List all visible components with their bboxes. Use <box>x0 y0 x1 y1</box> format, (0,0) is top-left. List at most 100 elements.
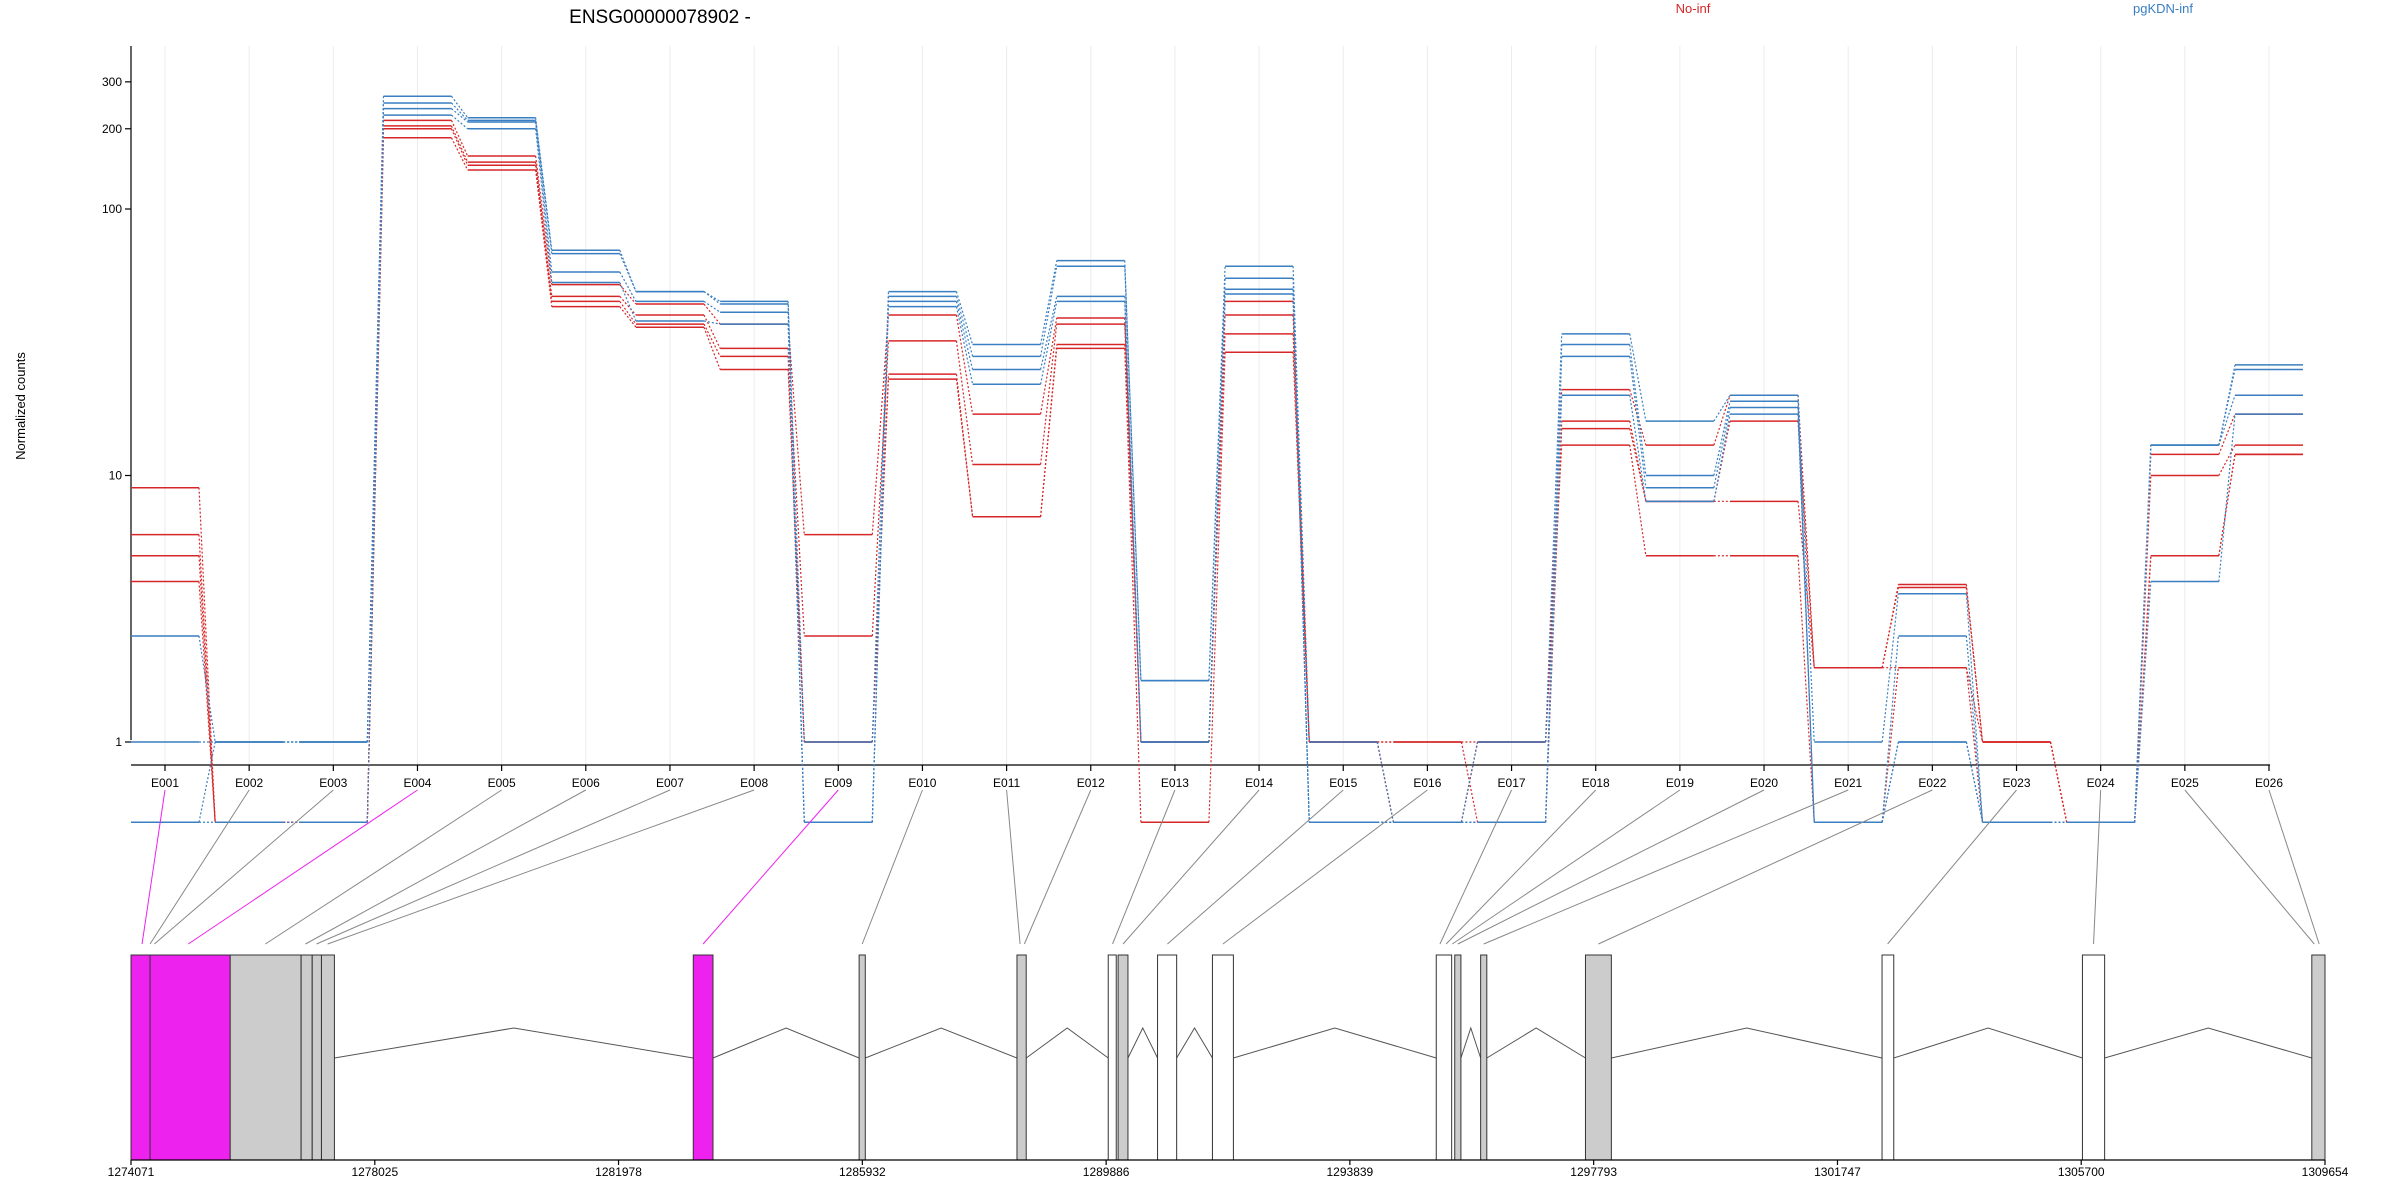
series-connector <box>366 108 385 743</box>
series-connector <box>2218 444 2236 476</box>
x-tick-label: E024 <box>2087 776 2115 790</box>
exon-box <box>1016 954 1027 1161</box>
x-tick-label: E004 <box>403 776 431 790</box>
exon-box <box>1480 954 1488 1161</box>
series-connector <box>871 315 890 535</box>
exon-box <box>300 954 313 1161</box>
y-tick-label: 300 <box>102 75 122 89</box>
bin-connector-line <box>1023 789 1092 945</box>
series-connector <box>198 581 216 823</box>
bin-connector-line <box>305 789 587 945</box>
series-connector <box>703 314 721 349</box>
x-tick-label: E020 <box>1750 776 1778 790</box>
y-tick-label: 1 <box>115 735 122 749</box>
bin-connector-line <box>1483 789 1849 945</box>
bin-connector-line <box>1112 789 1176 945</box>
exon-box <box>149 954 231 1161</box>
intron-line <box>2104 1027 2312 1059</box>
x-tick-label: E012 <box>1077 776 1105 790</box>
series-connector <box>703 320 721 325</box>
series-connector <box>1544 333 1563 743</box>
genome-tick-label: 1301747 <box>1814 1165 1861 1179</box>
exon-box <box>2081 954 2106 1161</box>
series-connector <box>1881 587 1899 668</box>
series-connector <box>1965 741 1984 823</box>
series-connector <box>1544 395 1563 823</box>
series-connector <box>619 253 637 292</box>
series-connector <box>450 128 469 166</box>
grid-layer <box>164 46 2270 765</box>
series-connector <box>619 271 637 302</box>
x-tick-label: E019 <box>1666 776 1694 790</box>
series-connector <box>198 741 216 823</box>
exon-box <box>1454 954 1462 1161</box>
bin-connector-line <box>1457 789 1765 945</box>
bin-connector-line <box>1452 789 1681 945</box>
series-connector <box>1713 407 1731 488</box>
series-connector <box>1629 428 1647 502</box>
genome-tick-label: 1297793 <box>1570 1165 1617 1179</box>
series-connector <box>787 348 805 636</box>
axes-layer: 1 10 100 200 300 E001 E002 E003 E004 E005 E006 E007… <box>102 46 2283 790</box>
series-connector <box>535 155 553 285</box>
series-connector <box>1797 501 1815 668</box>
series-connector <box>787 324 805 535</box>
intron-line <box>1025 1027 1109 1059</box>
exon-box <box>229 954 302 1161</box>
exon-box <box>311 954 322 1161</box>
x-tick-label: E003 <box>319 776 347 790</box>
series-connector <box>619 295 637 316</box>
x-tick-label: E025 <box>2171 776 2199 790</box>
intron-line <box>1176 1027 1213 1059</box>
x-tick-label: E014 <box>1245 776 1273 790</box>
series-connector <box>1797 414 1815 823</box>
x-tick-label: E001 <box>151 776 179 790</box>
y-tick-label: 200 <box>102 122 122 136</box>
series-connector <box>1797 395 1815 743</box>
exon-box <box>1435 954 1453 1161</box>
connector-layer <box>141 789 2320 945</box>
series-connector <box>450 120 469 157</box>
series-connector <box>871 306 890 823</box>
series-connector <box>1292 266 1310 743</box>
bin-connector-line <box>1167 789 1344 945</box>
series-connector <box>366 102 385 743</box>
series-connector <box>619 282 637 322</box>
genome-tick-label: 1305700 <box>2058 1165 2105 1179</box>
intron-line <box>865 1027 1018 1059</box>
series-connector <box>1713 401 1731 476</box>
series-connector <box>1208 293 1226 743</box>
bin-connector-line <box>1445 789 1597 945</box>
series-connector <box>703 303 721 325</box>
series-connector <box>1965 667 1984 743</box>
series-connector <box>1629 395 1647 502</box>
bin-connector-line <box>1006 789 1021 945</box>
series-connector <box>1965 587 1984 743</box>
genome-tick-label: 1285932 <box>839 1165 886 1179</box>
genome-tick-label: 1309654 <box>2302 1165 2349 1179</box>
series-connector <box>619 301 637 325</box>
series-connector <box>703 291 721 305</box>
exon-box <box>692 954 714 1161</box>
series-connector <box>1040 317 1058 415</box>
series-connector <box>1965 635 1984 823</box>
x-tick-label: E006 <box>572 776 600 790</box>
x-tick-label: E021 <box>1834 776 1862 790</box>
x-tick-label: E011 <box>993 776 1020 790</box>
bin-connector-line <box>316 789 671 945</box>
bin-connector-line <box>265 789 502 945</box>
series-connector <box>1881 667 1899 823</box>
x-tick-label: E009 <box>824 776 852 790</box>
x-tick-label: E022 <box>1918 776 1946 790</box>
series-connector <box>1040 348 1058 517</box>
intron-line <box>1127 1026 1159 1059</box>
series-connector <box>535 121 553 273</box>
series-connector <box>871 340 890 636</box>
series-connector <box>535 128 553 283</box>
series-connector <box>2218 369 2236 446</box>
genome-tick-label: 1289886 <box>1083 1165 1130 1179</box>
series-connector <box>1376 741 1394 823</box>
series-connector <box>2049 741 2068 823</box>
series-connector <box>366 115 385 823</box>
series-connector <box>955 291 974 345</box>
